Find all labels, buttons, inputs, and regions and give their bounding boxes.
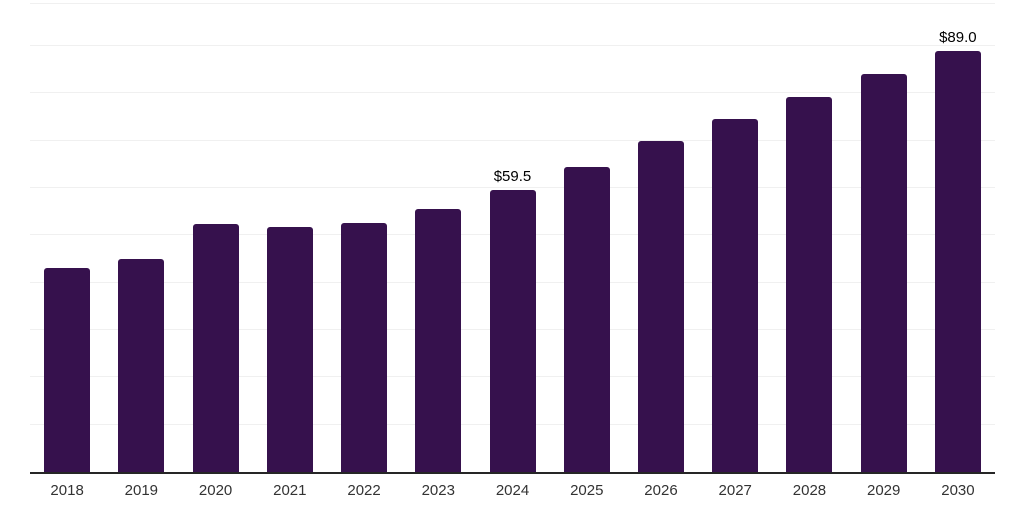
x-axis: 2018 2019 2020 2021 2022 2023 2024 2025 2026 2027…	[30, 482, 995, 499]
x-axis-label: 2018	[50, 482, 84, 499]
x-axis-label: 2030	[941, 482, 975, 499]
x-axis-label: 2025	[570, 482, 604, 499]
x-axis-label: 2020	[198, 482, 233, 499]
bar-value-label: $89.0	[939, 28, 977, 46]
bar-2022	[341, 222, 388, 472]
gridline	[30, 45, 995, 47]
gridline	[30, 3, 995, 4]
bar-2026	[637, 141, 684, 472]
bar-2018	[44, 267, 91, 472]
bar-2029	[860, 74, 907, 472]
x-axis-label: 2028	[792, 482, 827, 499]
x-axis-label: 2026	[644, 482, 678, 499]
x-axis-label: 2029	[867, 482, 901, 499]
x-axis-label: 2019	[124, 482, 159, 499]
bar-2024	[489, 190, 536, 472]
bar-2019	[118, 258, 165, 472]
bar-value-label: $59.5	[493, 168, 532, 186]
x-axis-label: 2021	[273, 482, 307, 499]
x-axis-label: 2027	[718, 482, 752, 499]
bar-2027	[712, 119, 759, 472]
gridline	[30, 139, 995, 141]
x-axis-label: 2024	[495, 482, 530, 499]
bar-2020	[192, 223, 239, 472]
x-axis-label: 2023	[421, 482, 455, 499]
bar-2028	[786, 97, 833, 472]
bar-2025	[563, 167, 610, 472]
bar-2030	[934, 50, 981, 472]
bar-2021	[266, 227, 313, 472]
bar-2023	[415, 209, 462, 472]
gridline	[30, 187, 995, 189]
x-axis-label: 2022	[347, 482, 381, 499]
gridline	[30, 92, 995, 94]
plot-area: $59.5 $89.0	[30, 3, 995, 474]
